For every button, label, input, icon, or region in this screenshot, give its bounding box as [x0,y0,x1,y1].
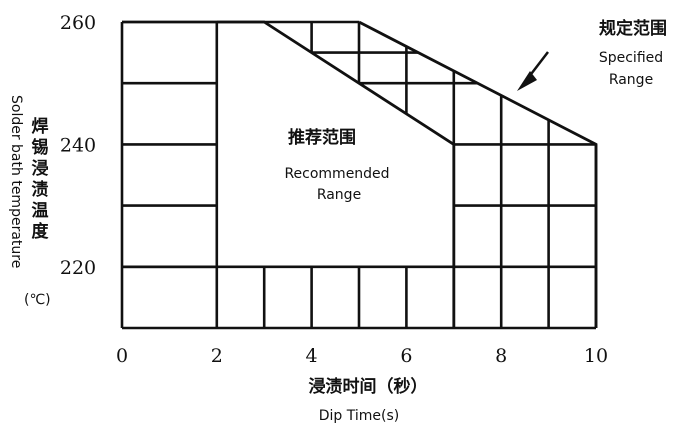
x-tick-label-6: 6 [400,345,412,367]
specified-range-label: 规定范围 Specified Range [599,18,667,88]
recommended-range-boundary [216,20,455,146]
x-tick-label-10: 10 [584,345,608,367]
x-tick-label-2: 2 [211,345,223,367]
y-tick-label-260: 260 [60,12,96,34]
y-axis-title-zh-6: 度 [32,221,50,242]
recommended-range-en-2: Range [317,187,361,203]
y-axis-unit: (℃) [24,292,51,308]
pointer-arrow-head [517,71,537,91]
y-axis-title-en: Solder bath temperature [8,95,24,268]
specified-range-en-1: Specified [599,50,663,66]
pointer-arrow [517,51,549,91]
y-axis-title-zh-1: 焊 [32,117,49,137]
x-axis-title-en: Dip Time(s) [319,408,400,424]
x-tick-label-4: 4 [306,345,318,367]
specified-range-boundary [358,20,598,328]
y-axis-title-zh-2: 锡 [32,137,49,158]
y-axis-title-zh-3: 浸 [32,158,49,179]
axis-ticks: 0 2 4 6 8 10 220 240 260 [60,12,608,367]
specified-range-zh: 规定范围 [599,18,667,39]
x-axis-title-zh: 浸渍时间（秒） [309,376,428,397]
specified-range-en-2: Range [609,72,653,88]
recommended-range-zh: 推荐范围 [288,127,356,148]
y-tick-label-220: 220 [60,257,96,279]
x-tick-label-0: 0 [116,345,128,367]
x-tick-label-8: 8 [495,345,507,367]
y-tick-label-240: 240 [60,134,96,156]
recommended-range-en-1: Recommended [284,166,389,182]
recommended-range-label: 推荐范围 Recommended Range [284,127,389,203]
x-axis-title: 浸渍时间（秒） Dip Time(s) [309,376,428,424]
y-axis-title: 焊 锡 浸 渍 温 度 Solder bath temperature (℃) [8,95,51,308]
y-axis-title-zh-4: 渍 [32,179,49,200]
y-axis-title-zh-5: 温 [32,201,49,221]
range-boundaries [216,20,598,328]
